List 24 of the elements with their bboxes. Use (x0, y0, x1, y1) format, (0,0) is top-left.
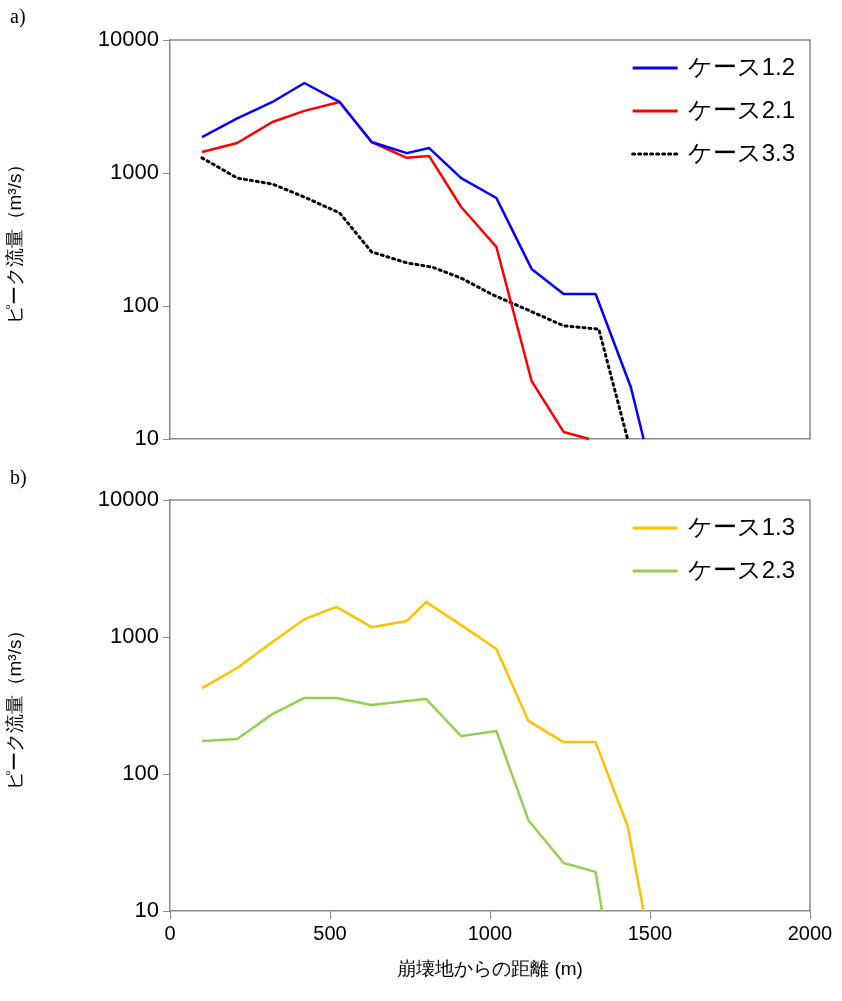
y-tick-label: 100 (122, 760, 159, 786)
line-series (200, 156, 630, 441)
y-tick-label: 1000 (110, 159, 159, 185)
legend-label: ケース3.3 (687, 138, 796, 166)
x-tick-label: 2000 (787, 921, 833, 944)
x-tick-label: 1500 (627, 921, 673, 944)
y-tick-label: 10000 (97, 486, 159, 512)
x-tick-label: 1000 (467, 921, 513, 944)
legend-label: ケース1.3 (687, 512, 796, 540)
y-tick-label: 10 (134, 425, 159, 451)
y-tick-label: 10000 (97, 26, 159, 52)
legend-label: ケース2.1 (687, 95, 796, 123)
chart-title: b) (10, 466, 27, 490)
y-axis-title: ピーク流量（m³/s） (3, 154, 25, 325)
y-axis-title: ピーク流量（m³/s） (3, 620, 25, 791)
x-tick-label: 0 (164, 921, 176, 944)
x-tick-label: 500 (313, 921, 347, 944)
chart-title: a) (10, 5, 26, 29)
y-tick-label: 1000 (110, 623, 159, 649)
legend-label: ケース2.3 (687, 555, 796, 583)
y-tick-label: 100 (122, 292, 159, 318)
x-axis-title: 崩壊地からの距離 (m) (397, 957, 583, 979)
legend-label: ケース1.2 (687, 52, 796, 80)
y-tick-label: 10 (134, 897, 159, 923)
